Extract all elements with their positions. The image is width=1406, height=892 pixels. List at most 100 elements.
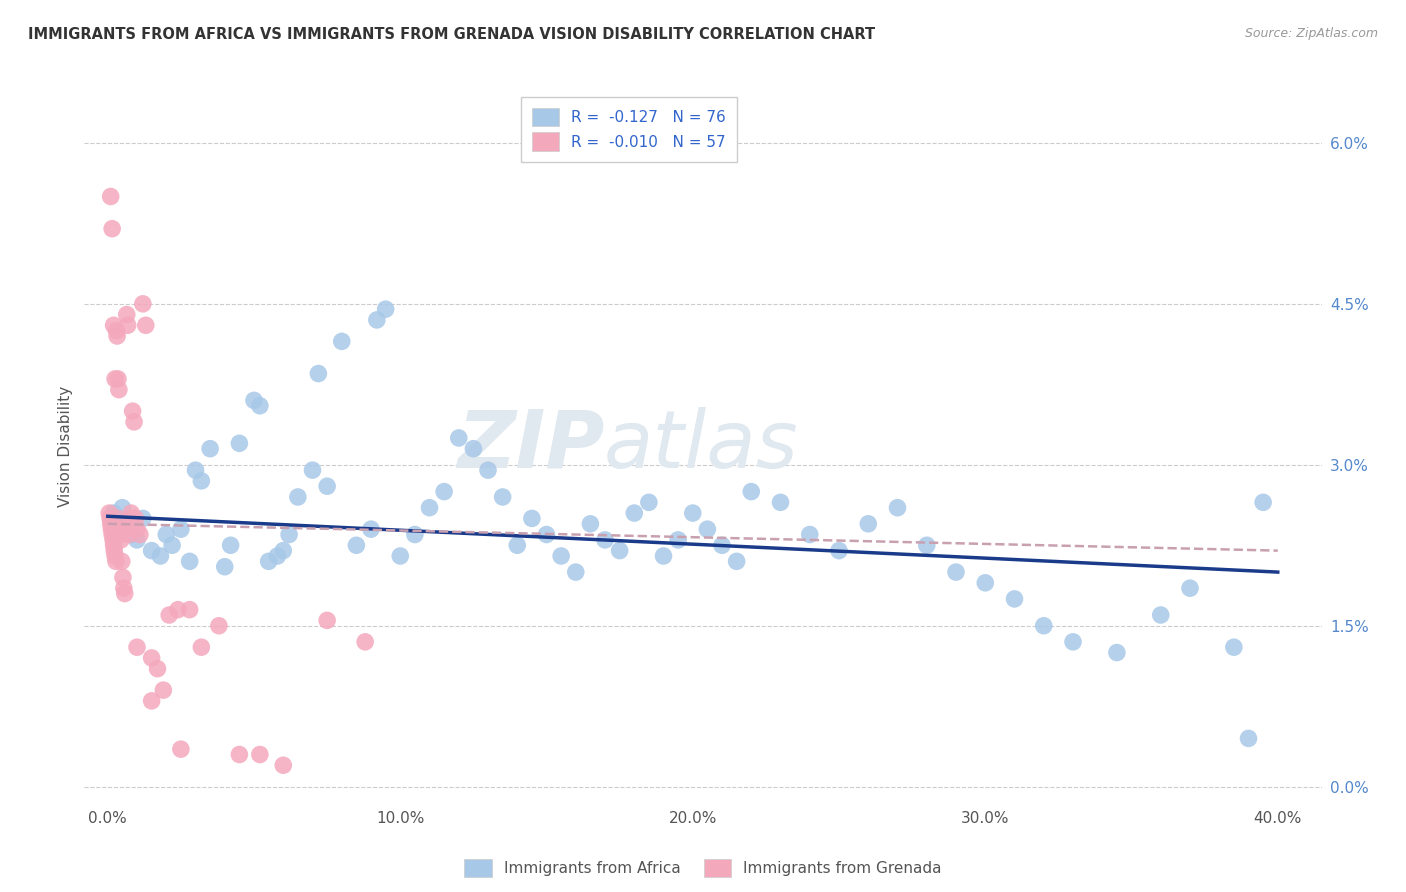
Point [120,527,142,541]
Point [389,549,412,563]
Point [160,538,183,552]
Point [696,522,718,536]
Point [243,393,266,408]
Point [108,383,131,397]
Point [536,527,558,541]
Point [208,619,231,633]
Point [1105,646,1128,660]
Point [198,442,221,456]
Point [740,484,762,499]
Point [121,404,143,418]
Point [278,527,301,541]
Point [98,506,121,520]
Point [886,500,908,515]
Point [115,522,138,536]
Point [110,527,132,541]
Point [506,538,529,552]
Point [114,516,136,531]
Point [266,549,288,563]
Point [141,651,163,665]
Point [360,522,382,536]
Point [652,549,675,563]
Point [287,490,309,504]
Point [682,506,704,520]
Point [271,758,294,772]
Point [108,511,131,525]
Point [110,533,132,547]
Point [1062,635,1084,649]
Point [155,527,177,541]
Point [1223,640,1246,655]
Point [1032,619,1054,633]
Point [120,506,142,520]
Point [858,516,880,531]
Point [115,308,138,322]
Point [132,297,155,311]
Text: ZIP: ZIP [457,407,605,485]
Point [565,565,588,579]
Point [100,189,122,203]
Point [111,500,134,515]
Point [623,506,645,520]
Point [214,559,236,574]
Point [101,527,124,541]
Point [219,538,242,552]
Point [157,607,180,622]
Point [330,334,353,349]
Point [111,570,134,584]
Point [184,463,207,477]
Text: IMMIGRANTS FROM AFRICA VS IMMIGRANTS FROM GRENADA VISION DISABILITY CORRELATION : IMMIGRANTS FROM AFRICA VS IMMIGRANTS FRO… [28,27,876,42]
Point [98,511,121,525]
Point [124,511,146,525]
Point [190,640,212,655]
Point [828,543,851,558]
Point [249,399,271,413]
Point [666,533,689,547]
Point [945,565,967,579]
Point [167,602,190,616]
Point [170,742,193,756]
Point [141,694,163,708]
Point [112,581,135,595]
Point [1178,581,1201,595]
Point [114,522,136,536]
Point [307,367,329,381]
Point [249,747,271,762]
Y-axis label: Vision Disability: Vision Disability [58,385,73,507]
Point [118,527,141,541]
Point [103,318,125,333]
Point [1150,607,1173,622]
Point [354,635,377,649]
Point [301,463,323,477]
Point [447,431,470,445]
Point [550,549,572,563]
Point [152,683,174,698]
Point [228,747,250,762]
Point [179,602,201,616]
Text: atlas: atlas [605,407,799,485]
Point [316,613,339,627]
Point [609,543,631,558]
Point [1237,731,1260,746]
Point [170,522,193,536]
Point [257,554,280,568]
Point [118,516,141,531]
Point [105,324,128,338]
Point [638,495,661,509]
Point [463,442,485,456]
Point [108,522,131,536]
Point [103,506,125,520]
Point [122,415,145,429]
Point [104,372,127,386]
Point [146,662,169,676]
Point [404,527,426,541]
Point [104,549,127,563]
Point [1251,495,1274,509]
Point [190,474,212,488]
Point [477,463,499,477]
Point [103,538,125,552]
Point [101,221,124,235]
Point [711,538,734,552]
Point [593,533,616,547]
Point [915,538,938,552]
